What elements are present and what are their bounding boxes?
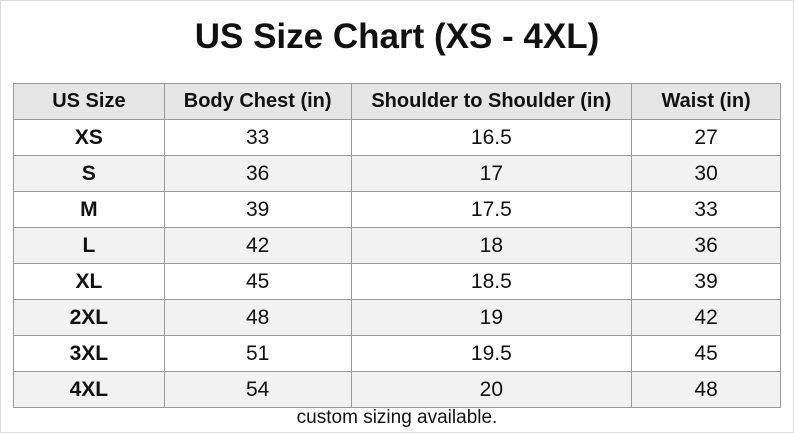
table-row: L 42 18 36: [13, 227, 781, 264]
size-cell: L: [13, 227, 165, 264]
size-cell: XL: [13, 263, 165, 300]
value-cell: 20: [350, 371, 633, 408]
value-cell: 36: [631, 227, 781, 264]
value-cell: 54: [163, 371, 352, 408]
size-cell: M: [13, 191, 165, 228]
value-cell: 45: [163, 263, 352, 300]
value-cell: 19.5: [350, 335, 633, 372]
value-cell: 33: [163, 119, 352, 156]
value-cell: 39: [163, 191, 352, 228]
table-row: 4XL 54 20 48: [13, 371, 781, 408]
header-cell: US Size: [13, 83, 165, 120]
value-cell: 36: [163, 155, 352, 192]
value-cell: 39: [631, 263, 781, 300]
size-cell: 4XL: [13, 371, 165, 408]
value-cell: 33: [631, 191, 781, 228]
value-cell: 16.5: [350, 119, 633, 156]
header-row: US Size Body Chest (in) Shoulder to Should…: [13, 83, 781, 120]
size-table: US Size Body Chest (in) Shoulder to Should…: [13, 83, 781, 408]
table-row: XS 33 16.5 27: [13, 119, 781, 156]
table-row: M 39 17.5 33: [13, 191, 781, 228]
value-cell: 42: [163, 227, 352, 264]
header-cell: Body Chest (in): [163, 83, 352, 120]
value-cell: 48: [163, 299, 352, 336]
size-cell: S: [13, 155, 165, 192]
value-cell: 48: [631, 371, 781, 408]
size-cell: XS: [13, 119, 165, 156]
value-cell: 45: [631, 335, 781, 372]
header-cell: Waist (in): [631, 83, 781, 120]
value-cell: 30: [631, 155, 781, 192]
footer-note: custom sizing available.: [296, 407, 498, 428]
value-cell: 17.5: [350, 191, 633, 228]
table-body: XS 33 16.5 27 S 36 17 30 M 39 17.5 33 L 42 18 36 XL 45 18.…: [13, 119, 781, 408]
table-row: XL 45 18.5 39: [13, 263, 781, 300]
title: US Size Chart (XS - 4XL): [194, 17, 600, 56]
value-cell: 42: [631, 299, 781, 336]
size-cell: 3XL: [13, 335, 165, 372]
size-cell: 2XL: [13, 299, 165, 336]
value-cell: 18: [350, 227, 633, 264]
header-cell: Shoulder to Shoulder (in): [350, 83, 633, 120]
table-row: 2XL 48 19 42: [13, 299, 781, 336]
value-cell: 19: [350, 299, 633, 336]
value-cell: 51: [163, 335, 352, 372]
table-row: S 36 17 30: [13, 155, 781, 192]
table-row: 3XL 51 19.5 45: [13, 335, 781, 372]
value-cell: 17: [350, 155, 633, 192]
value-cell: 27: [631, 119, 781, 156]
value-cell: 18.5: [350, 263, 633, 300]
